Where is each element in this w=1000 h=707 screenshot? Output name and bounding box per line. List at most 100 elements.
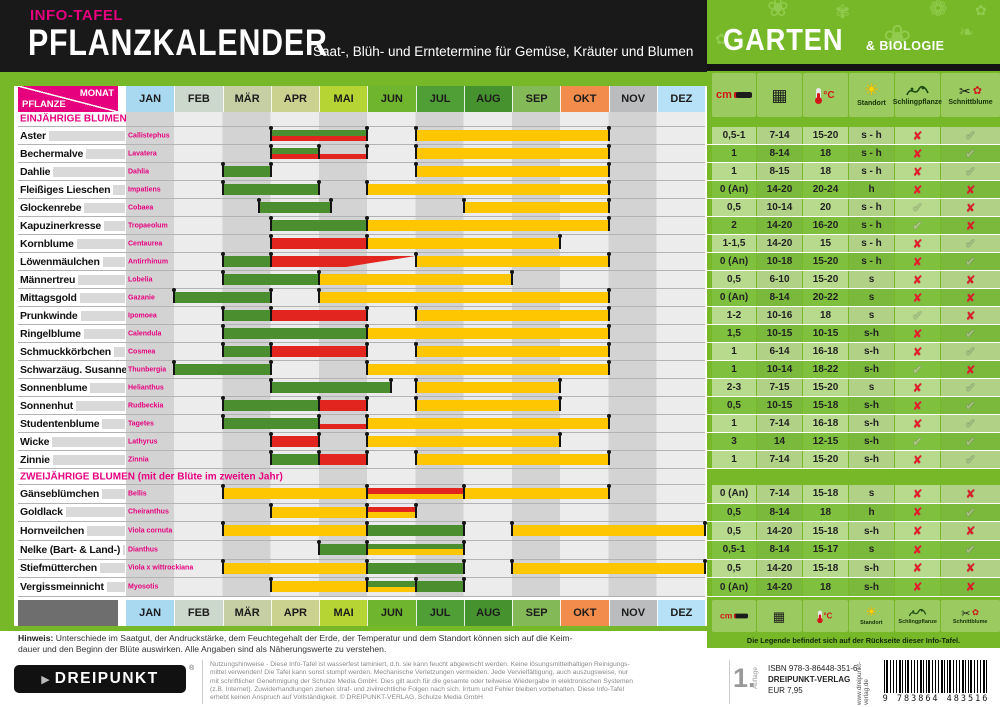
- month-header-DEZ: DEZ: [656, 600, 705, 626]
- bar-end-marker: [365, 577, 370, 593]
- plant-calendar: Viola x wittrockiana: [126, 558, 707, 578]
- plant-row: Sonnenblume Helianthus: [18, 378, 705, 397]
- germination-temp-value: 12-15: [803, 433, 848, 450]
- plant-name-label: Schmuckkörbchen: [20, 345, 111, 358]
- label-track: [113, 346, 125, 357]
- climbing-plant-mark: ✘: [895, 325, 940, 342]
- logo-text: DREIPUNKT: [54, 670, 159, 687]
- sowing-depth-value: 0,5: [712, 559, 756, 578]
- check-icon: ✔: [965, 452, 976, 467]
- bar-end-marker: [606, 216, 611, 231]
- bar-end-marker: [606, 450, 611, 465]
- info-row: 0,5-1 7-14 15-20 s - h ✘ ✔: [707, 127, 1000, 145]
- plant-row: Kapuzinerkresse Tropaeolum: [18, 216, 705, 235]
- plant-calendar: Myosotis: [126, 577, 705, 596]
- calendar-bar-green: [367, 525, 464, 537]
- cm-unit-label: cm: [719, 611, 733, 621]
- plant-name-label: Schwarzäug. Susanne: [20, 363, 128, 376]
- plant-row: Goldlack Cheiranthus: [18, 502, 705, 523]
- plant-calendar: Tropaeolum: [126, 216, 705, 234]
- publisher-name: DREIPUNKT-VERLAG: [768, 675, 851, 684]
- calendar-bar-yellow: [270, 506, 416, 518]
- label-track: [104, 220, 125, 231]
- label-track: [52, 454, 125, 465]
- cut-flower-mark: ✘: [941, 559, 1000, 578]
- climbing-plant-mark: ✘: [895, 271, 940, 288]
- plant-calendar: Helianthus: [126, 378, 705, 396]
- bar-end-marker: [268, 234, 273, 249]
- bar-end-marker: [268, 378, 273, 393]
- latin-name-label: Cobaea: [128, 204, 154, 211]
- scissors-icon: ✂ ✿: [959, 83, 982, 99]
- plant-calendar: Cobaea: [126, 198, 705, 216]
- check-icon: ✔: [965, 380, 976, 395]
- cross-icon: ✘: [912, 290, 923, 305]
- cross-icon: ✘: [965, 524, 976, 539]
- bar-end-marker: [510, 521, 514, 537]
- plant-name: Bechermalve: [18, 145, 126, 162]
- germination-days-value: 14-20: [757, 559, 802, 578]
- germination-temp-value: 20-24: [803, 181, 848, 198]
- plant-name-label: Prunkwinde: [20, 309, 78, 322]
- site-value: s - h: [849, 199, 894, 216]
- info-row: 0 (An) 14-20 20-24 h ✘ ✘: [707, 181, 1000, 199]
- cut-flower-mark: ✔: [941, 379, 1000, 396]
- cross-icon: ✘: [965, 362, 976, 377]
- germination-days-value: 7-14: [757, 485, 802, 503]
- bar-end-marker: [329, 198, 334, 213]
- info-row: 0,5 14-20 15-18 s-h ✘ ✘: [707, 522, 1000, 541]
- climbing-plant-mark: ✘: [895, 379, 940, 396]
- label-track: [123, 544, 125, 555]
- cut-flower-mark: ✘: [941, 522, 1000, 540]
- calendar-bar-red: [319, 423, 368, 429]
- edition-number: 1.: [733, 663, 756, 693]
- germination-temp-value: 15-17: [803, 540, 848, 559]
- cut-flower-mark: ✔: [941, 253, 1000, 270]
- latin-name-label: Zinnia: [128, 456, 149, 463]
- calendar-bar-green: [367, 562, 464, 574]
- germination-days-value: 8-14: [757, 289, 802, 306]
- info-row: 2-3 7-15 15-20 s ✘ ✔: [707, 379, 1000, 397]
- bar-end-marker: [365, 180, 370, 195]
- bar-end-marker: [703, 558, 707, 574]
- latin-name-label: Bellis: [128, 490, 147, 498]
- bar-end-marker: [461, 521, 466, 537]
- plant-calendar: Lobelia: [126, 270, 705, 288]
- sowing-depth-value: 1: [712, 361, 756, 378]
- germination-days-value: 8-14: [757, 540, 802, 559]
- germination-temp-value: 16-20: [803, 217, 848, 234]
- bar-end-marker: [558, 378, 563, 393]
- site-value: s: [849, 289, 894, 306]
- latin-name-label: Cosmea: [128, 348, 156, 355]
- month-header-SEP: SEP: [512, 600, 561, 626]
- bar-end-marker: [220, 342, 225, 357]
- sowing-depth-value: 0 (An): [712, 181, 756, 198]
- plant-name: Vergissmeinnicht: [18, 578, 126, 596]
- sun-icon: ☀: [865, 605, 878, 620]
- latin-name-label: Gazanie: [128, 294, 155, 301]
- calendar-bar-red: [270, 238, 368, 249]
- sowing-depth-value: 0,5-1: [712, 540, 756, 559]
- site-value: s: [849, 379, 894, 396]
- latin-name-label: Tagetes: [128, 420, 154, 427]
- month-header-OKT: OKT: [560, 86, 609, 112]
- cut-flower-mark: ✔: [941, 451, 1000, 468]
- calendar-bar-green: [174, 292, 271, 303]
- plant-calendar: Thunbergia: [126, 360, 705, 378]
- germination-temp-value: 16-18: [803, 343, 848, 360]
- calendar-bar-green: [222, 166, 271, 177]
- legend-column-label: Schnittblume: [948, 99, 993, 106]
- legend-header-row: cm ▦ °C ☀ Standort Schlingpflanze ✂ ✿ Schnittblu…: [707, 73, 1000, 117]
- check-icon: ✔: [965, 344, 976, 359]
- bar-end-marker: [365, 521, 370, 537]
- info-row: 0 (An) 10-18 15-20 s - h ✘ ✔: [707, 253, 1000, 271]
- cross-icon: ✘: [912, 486, 923, 501]
- section-title: ZWEIJÄHRIGE BLUMEN (mit der Blüte im zwe…: [18, 469, 705, 485]
- plant-name: Hornveilchen: [18, 522, 126, 540]
- cross-icon: ✘: [965, 182, 976, 197]
- latin-name-label: Viola cornuta: [128, 527, 173, 535]
- plant-row: Männertreu Lobelia: [18, 270, 705, 289]
- hinweis-body: Unterschiede im Saatgut, der Andruckstär…: [18, 633, 573, 654]
- section-title-label: EINJÄHRIGE BLUMEN: [20, 113, 127, 125]
- calendar-bar-green: [222, 256, 271, 267]
